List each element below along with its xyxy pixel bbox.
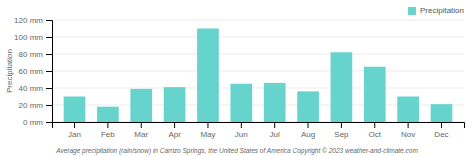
x-tick: Mar (134, 122, 148, 139)
bars (64, 29, 453, 123)
y-tick: 20 mm (19, 101, 52, 110)
bar (97, 107, 119, 122)
y-tick-mark (46, 88, 52, 89)
x-axis: Jan Feb Mar Apr May Jun Jul Aug Sep Oct Nov Dec (53, 122, 465, 139)
chart: 0 mm 20 mm 40 mm 60 mm 80 mm 100 mm 120 mm Jan F… (0, 0, 474, 156)
bar (397, 97, 419, 123)
y-tick-mark (46, 54, 52, 55)
y-tick: 120 mm (14, 16, 52, 25)
legend: Precipitation (408, 6, 464, 15)
y-tick-label: 100 mm (14, 33, 43, 42)
x-tick-mark (241, 122, 242, 128)
bar (331, 52, 353, 122)
x-tick-mark (374, 122, 375, 128)
x-tick: Jul (270, 122, 280, 139)
x-tick-label: Jul (270, 130, 280, 139)
grid-line (52, 37, 464, 38)
plot-area: 0 mm 20 mm 40 mm 60 mm 80 mm 100 mm 120 mm Jan F… (14, 16, 464, 139)
legend-label: Precipitation (420, 6, 464, 15)
y-tick: 60 mm (19, 67, 52, 76)
x-tick-label: Dec (434, 130, 448, 139)
x-tick-label: Jan (68, 130, 81, 139)
y-tick-label: 60 mm (19, 67, 44, 76)
x-tick-label: Jun (235, 130, 248, 139)
x-tick: Dec (434, 122, 448, 139)
y-tick: 40 mm (19, 84, 52, 93)
y-axis-title: Precipitation (5, 49, 14, 93)
x-tick-label: Mar (134, 130, 148, 139)
y-tick: 100 mm (14, 33, 52, 42)
y-tick-mark (46, 105, 52, 106)
x-tick-label: Nov (401, 130, 415, 139)
x-tick: Apr (168, 122, 181, 139)
x-tick-mark (74, 122, 75, 128)
x-tick: Aug (301, 122, 315, 139)
x-tick: Oct (369, 122, 382, 139)
grid-line (52, 54, 464, 55)
y-tick-mark (46, 37, 52, 38)
y-tick-mark (46, 20, 52, 21)
x-tick-mark (207, 122, 208, 128)
grid (52, 20, 464, 122)
y-tick: 0 mm (23, 118, 52, 127)
caption: Average precipitation (rain/snow) in Car… (55, 147, 418, 155)
legend-swatch (408, 7, 416, 15)
bar (230, 84, 252, 122)
bar (130, 89, 152, 122)
x-tick-label: Apr (168, 130, 181, 139)
x-tick: May (200, 122, 215, 139)
y-tick-label: 40 mm (19, 84, 44, 93)
x-tick-mark (308, 122, 309, 128)
y-tick-label: 80 mm (19, 50, 44, 59)
y-tick-mark (46, 122, 52, 123)
x-tick: Nov (401, 122, 415, 139)
x-tick-mark (408, 122, 409, 128)
x-tick-label: Feb (101, 130, 115, 139)
x-tick-mark (441, 122, 442, 128)
bar (64, 97, 86, 123)
x-tick-mark (274, 122, 275, 128)
bar (264, 83, 286, 122)
grid-line (52, 20, 464, 21)
y-tick: 80 mm (19, 50, 52, 59)
x-tick-label: Sep (334, 130, 349, 139)
x-tick: Feb (101, 122, 115, 139)
x-tick-label: May (200, 130, 215, 139)
grid-line (52, 88, 464, 89)
grid-line (52, 71, 464, 72)
y-axis: 0 mm 20 mm 40 mm 60 mm 80 mm 100 mm 120 mm (14, 16, 52, 127)
x-tick: Sep (334, 122, 349, 139)
bar (297, 91, 319, 122)
bar (364, 67, 386, 122)
bar (431, 104, 453, 122)
y-tick-mark (46, 71, 52, 72)
bar (164, 87, 186, 122)
x-tick-mark (174, 122, 175, 128)
y-tick-label: 120 mm (14, 16, 43, 25)
x-tick-mark (341, 122, 342, 128)
y-tick-label: 0 mm (23, 118, 43, 127)
x-tick-mark (107, 122, 108, 128)
x-tick: Jan (68, 122, 81, 139)
x-tick: Jun (235, 122, 248, 139)
y-tick-label: 20 mm (19, 101, 44, 110)
y-axis-line (46, 21, 53, 123)
x-tick-mark (141, 122, 142, 128)
x-tick-label: Oct (369, 130, 382, 139)
bar (197, 29, 219, 123)
x-axis-line (53, 123, 465, 129)
x-tick-label: Aug (301, 130, 315, 139)
